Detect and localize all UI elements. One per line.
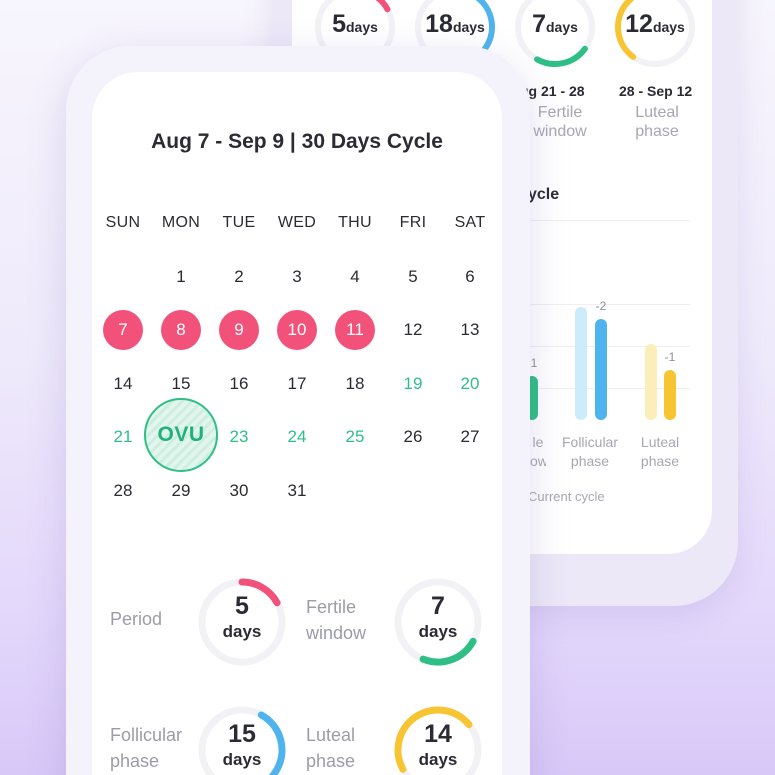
calendar-day[interactable]: 1 <box>176 267 186 286</box>
period-days: 5 <box>235 592 249 620</box>
luteal-phase-label: Luteal phase <box>306 725 356 771</box>
calendar-day[interactable]: 4 <box>350 267 360 286</box>
calendar-day[interactable]: 26 <box>403 427 423 446</box>
ring-progress-arc <box>394 706 482 775</box>
calendar-day[interactable]: 11 <box>335 310 375 350</box>
calendar-day[interactable]: 20 <box>460 374 480 393</box>
chart-legend: Current cycle <box>528 489 605 504</box>
weekday-mon: MON <box>161 214 201 231</box>
fertile-window-days: 7 <box>431 592 445 620</box>
calendar-day[interactable]: 9 <box>219 310 259 350</box>
follicular-summary-days: 18 <box>425 10 453 38</box>
cycle-title: Aug 7 - Sep 9 | 30 Days Cycle <box>151 130 443 153</box>
calendar-day[interactable]: 18 <box>345 374 365 393</box>
period-summary-days: 5 <box>332 10 346 38</box>
fertile-summary-ring: 7days <box>512 0 598 70</box>
ring-progress-arc <box>198 578 286 666</box>
weekday-sun: SUN <box>105 214 141 231</box>
follicular-axis-label: Follicular phase <box>561 434 618 469</box>
weekday-fri: FRI <box>399 214 427 231</box>
calendar-day[interactable]: 30 <box>229 481 249 500</box>
luteal-summary-unit: days <box>652 19 685 35</box>
fertile-date-range: ug 21 - 28 <box>520 83 585 99</box>
weekday-thu: THU <box>338 214 372 231</box>
ring-progress-arc <box>615 0 695 67</box>
fertile-window-ring: 7 days <box>392 576 484 668</box>
chart-bar <box>645 344 657 420</box>
chart-bar <box>664 369 676 420</box>
calendar-day[interactable]: 28 <box>113 481 133 500</box>
fertile-summary-days: 7 <box>532 10 546 38</box>
calendar-day[interactable]: 24 <box>287 427 307 446</box>
fertile-summary-label: Fertile window <box>533 104 587 140</box>
calendar-day[interactable]: 15 <box>171 374 191 393</box>
chart-gridline <box>520 304 690 305</box>
period-ring: 5 days <box>196 576 288 668</box>
calendar-day[interactable]: 12 <box>403 320 423 339</box>
fertile-window-days-unit: days <box>418 622 458 641</box>
calendar-day[interactable]: 2 <box>234 267 244 286</box>
follicular-phase-days: 15 <box>228 720 256 748</box>
calendar-day[interactable]: 14 <box>113 374 133 393</box>
period-label: Period <box>110 609 163 629</box>
calendar-day[interactable]: 21 <box>113 427 133 446</box>
weekday-sat: SAT <box>454 214 486 231</box>
luteal-date-range: 28 - Sep 12 <box>619 83 693 99</box>
calendar-day[interactable]: 13 <box>460 320 480 339</box>
luteal-summary-label: Luteal phase <box>635 104 679 140</box>
luteal-summary-days: 12 <box>625 10 653 38</box>
weekday-tue: TUE <box>222 214 256 231</box>
follicular-phase-ring: 15 days <box>196 704 288 775</box>
calendar-day[interactable]: 29 <box>171 481 191 500</box>
weekday-wed: WED <box>277 214 317 231</box>
period-days-unit: days <box>222 622 262 641</box>
cycle-chart-heading: ycle <box>528 186 560 203</box>
bar-difference-label: -2 <box>595 299 607 314</box>
calendar-day[interactable]: 5 <box>408 267 418 286</box>
chart-bar <box>595 319 607 420</box>
luteal-axis-label: Luteal phase <box>640 434 680 469</box>
calendar-day[interactable]: 7 <box>103 310 143 350</box>
fertile-summary-unit: days <box>545 19 578 35</box>
calendar-day[interactable]: 31 <box>287 481 307 500</box>
follicular-phase-days-unit: days <box>222 750 262 769</box>
chart-gridline <box>520 220 690 221</box>
luteal-phase-days-unit: days <box>418 750 458 769</box>
calendar-day[interactable]: 19 <box>403 374 423 393</box>
period-summary-unit: days <box>345 19 378 35</box>
ring-progress-arc <box>198 706 286 775</box>
ring-progress-arc <box>515 0 595 67</box>
calendar-day[interactable]: 25 <box>345 427 365 446</box>
luteal-summary-ring: 12days <box>612 0 698 70</box>
fertile-window-label: Fertile window <box>306 597 367 643</box>
luteal-phase-days: 14 <box>424 720 452 748</box>
ring-progress-arc <box>394 578 482 666</box>
calendar-day[interactable]: 16 <box>229 374 249 393</box>
calendar-day[interactable]: 10 <box>277 310 317 350</box>
calendar-day[interactable]: 3 <box>292 267 302 286</box>
window-axis-label: le ow <box>530 434 546 469</box>
follicular-summary-unit: days <box>452 19 485 35</box>
bar-difference-label: -1 <box>664 349 676 364</box>
chart-bar <box>575 306 587 420</box>
calendar-day[interactable]: 8 <box>161 310 201 350</box>
bar-difference-label: -1 <box>526 355 538 370</box>
luteal-phase-ring: 14 days <box>392 704 484 775</box>
calendar-day[interactable]: 27 <box>460 427 480 446</box>
calendar-day[interactable]: 6 <box>465 267 475 286</box>
calendar-day[interactable]: 17 <box>287 374 307 393</box>
follicular-phase-label: Follicular phase <box>110 725 183 771</box>
calendar-day[interactable]: 23 <box>229 427 249 446</box>
ovulation-day[interactable]: OVU <box>144 398 218 472</box>
